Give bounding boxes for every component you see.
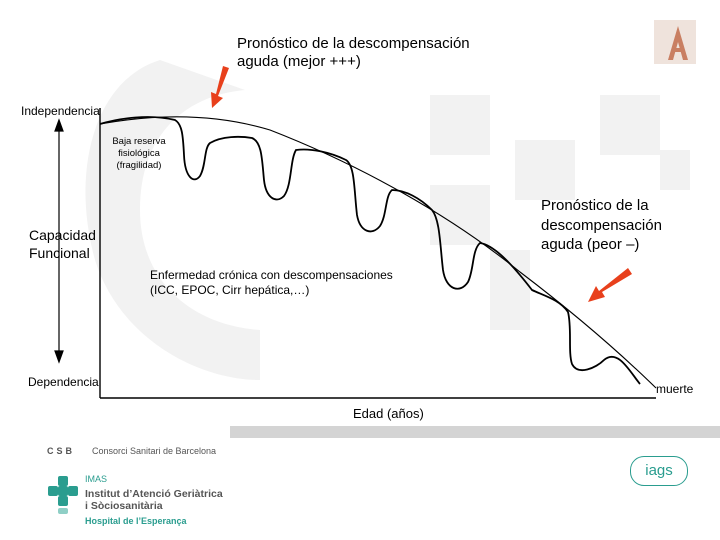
axis-label-age: Edad (años)	[353, 406, 424, 421]
capacity-axis-arrow	[54, 118, 64, 364]
prognosis-best-title: Pronóstico de la descompensación aguda (…	[237, 35, 470, 70]
death-label: muerte	[656, 382, 694, 396]
axis-label-independence: Independencia	[21, 104, 100, 118]
low-reserve-label: Baja reserva fisiológica (fragilidad)	[112, 136, 166, 171]
logo-a-icon	[654, 20, 696, 64]
hospital-name: Hospital de l’Esperança	[85, 516, 187, 526]
institute-name: Institut d’Atenció Geriàtrica i Sòciosan…	[85, 488, 223, 513]
imas-cross-icon	[48, 476, 78, 514]
baseline-decline-curve	[99, 116, 657, 389]
imas-label: IMAS	[85, 474, 108, 484]
axis-label-dependence: Dependencia	[28, 375, 99, 389]
red-arrow-top	[211, 66, 229, 108]
footer-divider	[230, 426, 720, 438]
chronic-disease-label: Enfermedad crónica con descompensaciones…	[150, 268, 393, 298]
decompensation-curve	[99, 116, 641, 385]
chart-frame	[99, 108, 656, 399]
csb-full-name: Consorci Sanitari de Barcelona	[92, 446, 217, 456]
axis-label-functional-capacity: Capacidad Funcional	[29, 227, 96, 261]
red-arrow-right	[588, 268, 632, 302]
iags-logo: iags	[630, 456, 688, 486]
csb-abbreviation: CSB	[47, 446, 76, 456]
prognosis-worst-title: Pronóstico de la descompensación aguda (…	[541, 197, 662, 253]
